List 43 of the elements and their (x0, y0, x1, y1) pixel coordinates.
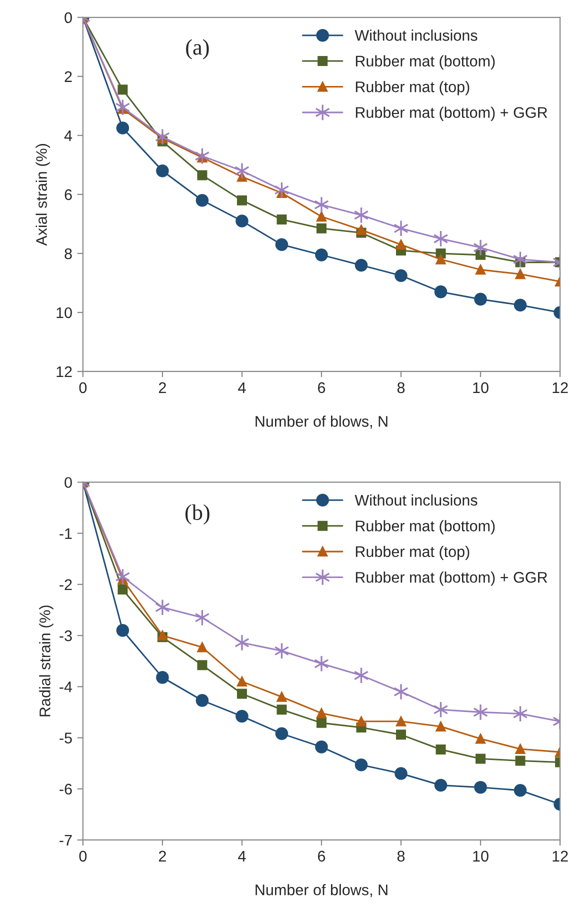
y-tick-label: -2 (60, 579, 72, 590)
y-tick-label: -1 (60, 528, 72, 539)
legend-label: Without inclusions (354, 494, 478, 506)
x-tick-label: 12 (552, 850, 568, 862)
legend-label: Rubber mat (bottom) (356, 55, 495, 70)
y-tick-label: -4 (60, 682, 72, 692)
legend-label: Rubber mat (bottom) + GGR (356, 106, 548, 121)
x-tick-label: 0 (79, 382, 87, 394)
x-tick-label: 10 (473, 382, 488, 394)
y-tick-label: -7 (60, 834, 72, 846)
legend-label: Rubber mat (bottom) + GGR (356, 572, 548, 586)
y-tick-label: -6 (60, 784, 72, 795)
y-tick-label: 10 (56, 307, 72, 318)
y-tick-label: 6 (64, 189, 72, 200)
x-tick-label: 6 (318, 382, 326, 394)
x-tick-label: 4 (238, 382, 246, 393)
legend-label: Rubber mat (top) (356, 546, 470, 560)
y-tick-label: 8 (64, 248, 72, 260)
annotation: (a) (186, 39, 209, 60)
x-tick-label: 8 (397, 382, 405, 394)
y-tick-label: 4 (64, 130, 72, 141)
y-tick-label: -3 (60, 630, 72, 642)
x-tick-label: 6 (318, 850, 326, 862)
x-tick-label: 2 (158, 382, 166, 393)
x-tick-label: 2 (158, 850, 166, 862)
annotation: (b) (185, 504, 210, 524)
y-tick-label: -5 (60, 732, 72, 744)
y-tick-label: 2 (64, 71, 72, 82)
legend-label: Without inclusions (354, 30, 478, 41)
y-tick-label: 12 (56, 366, 72, 378)
x-tick-label: 12 (552, 382, 568, 393)
y-axis-title: Radial strain (%) (39, 606, 54, 716)
y-tick-label: 0 (64, 12, 72, 24)
legend-label: Rubber mat (top) (356, 81, 470, 96)
x-axis-title: Number of blows, N (256, 884, 388, 898)
x-axis-title: Number of blows, N (256, 416, 388, 429)
x-tick-label: 10 (473, 850, 488, 862)
x-tick-label: 4 (238, 850, 246, 862)
x-tick-label: 0 (79, 850, 87, 862)
y-tick-label: 0 (64, 477, 72, 488)
legend-label: Rubber mat (bottom) (356, 520, 495, 534)
y-axis-title: Axial strain (%) (36, 144, 50, 246)
x-tick-label: 8 (397, 850, 405, 862)
